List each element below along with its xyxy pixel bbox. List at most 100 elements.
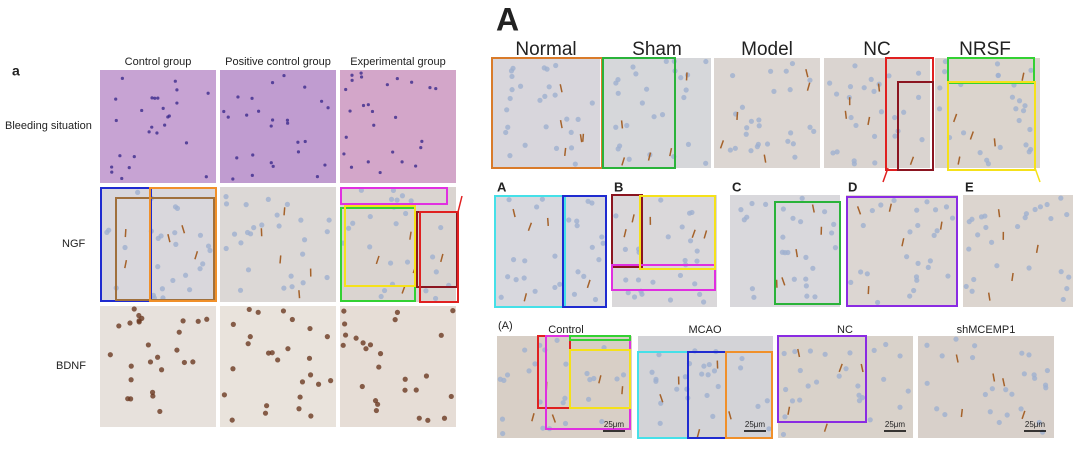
cell [789, 398, 796, 404]
cell [158, 367, 165, 373]
cell [1043, 385, 1049, 391]
cell [499, 416, 506, 422]
he-image [220, 70, 336, 183]
cell [848, 279, 854, 285]
cell [848, 114, 854, 121]
stained-fiber [867, 116, 871, 126]
cell [289, 284, 295, 290]
cell [966, 246, 972, 252]
cell [393, 221, 399, 227]
cell [504, 107, 510, 113]
cell [977, 150, 983, 156]
cell [114, 118, 118, 123]
cell [315, 175, 320, 179]
cell [522, 142, 528, 148]
cell [244, 229, 251, 236]
cell [711, 368, 718, 374]
cell [1009, 391, 1015, 397]
cell [649, 369, 655, 375]
cell [706, 361, 712, 368]
cell [892, 133, 898, 139]
stained-fiber [719, 140, 725, 149]
cell [656, 352, 662, 358]
cell [301, 237, 308, 243]
cell [540, 425, 546, 431]
cell [110, 170, 114, 174]
stained-fiber [763, 154, 767, 163]
cell [282, 73, 286, 78]
cell [504, 372, 511, 378]
cell [387, 260, 394, 266]
cell [373, 407, 379, 414]
cell [911, 287, 917, 294]
stained-fiber [811, 204, 815, 213]
cell [987, 409, 993, 415]
cell [969, 288, 975, 294]
cell [197, 232, 204, 238]
ihc-image [497, 336, 632, 438]
cell [306, 355, 313, 361]
cell [600, 240, 606, 246]
cell [359, 75, 364, 79]
cell [554, 337, 560, 343]
cell [450, 308, 456, 314]
cell [522, 258, 528, 264]
cell [983, 224, 989, 231]
cell [255, 309, 261, 315]
cell [534, 204, 540, 210]
highlight-box [897, 81, 934, 171]
cell [931, 232, 937, 238]
highlight-box [611, 194, 643, 268]
stained-fiber [909, 156, 915, 166]
cell [204, 175, 208, 179]
cell [507, 95, 513, 102]
cell [342, 332, 349, 338]
cell [413, 387, 419, 393]
cell [303, 85, 307, 89]
cell [348, 109, 352, 113]
cell [755, 403, 761, 409]
cell [289, 316, 295, 323]
cell [497, 376, 503, 382]
cell [924, 199, 930, 205]
cell [589, 200, 595, 206]
cell [739, 104, 746, 110]
stained-fiber [586, 279, 591, 289]
cell [264, 403, 270, 409]
cell [404, 259, 411, 265]
cell [599, 234, 605, 240]
cell [173, 79, 177, 83]
stained-fiber [551, 414, 557, 423]
scale-bar-label: 25μm [745, 420, 766, 429]
stained-fiber [194, 251, 199, 260]
cell [939, 353, 945, 359]
cell [562, 420, 569, 427]
highlight-box [569, 335, 631, 341]
scale-bar-label: 25μm [1025, 420, 1046, 429]
cell [751, 294, 757, 300]
cell [323, 163, 327, 167]
cell [892, 114, 898, 121]
cell [589, 100, 595, 106]
cell [739, 355, 745, 362]
cell [756, 123, 762, 129]
cell [122, 244, 128, 251]
cell [780, 431, 787, 438]
cell [639, 100, 645, 106]
cell [787, 87, 793, 93]
cell [235, 156, 239, 160]
cell [281, 285, 287, 291]
cell [150, 125, 154, 129]
stained-fiber [1021, 72, 1025, 81]
cell [766, 426, 772, 432]
cell [140, 108, 144, 113]
cell [432, 295, 439, 302]
cell [157, 408, 163, 415]
stained-fiber [993, 138, 996, 147]
cell [1026, 352, 1032, 358]
cell [399, 193, 406, 199]
cell [155, 354, 161, 360]
cell [763, 201, 769, 208]
cell [643, 86, 650, 92]
cell [172, 230, 178, 236]
